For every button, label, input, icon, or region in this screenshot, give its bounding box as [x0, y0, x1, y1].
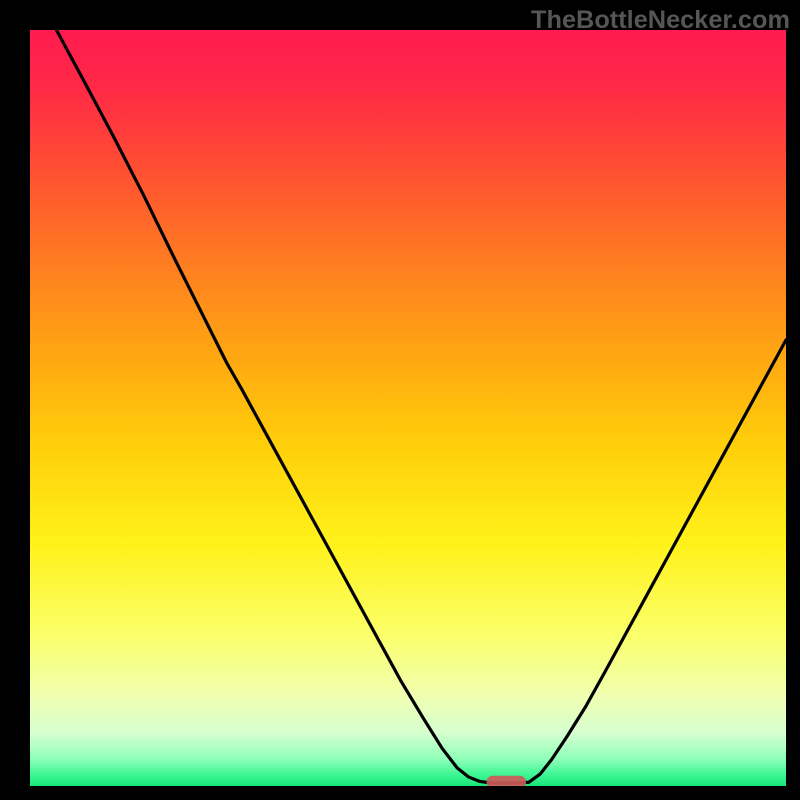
optimal-marker	[487, 776, 526, 786]
chart-svg	[30, 30, 786, 786]
plot-area	[30, 30, 786, 786]
chart-frame: TheBottleNecker.com	[0, 0, 800, 800]
gradient-background	[30, 30, 786, 786]
